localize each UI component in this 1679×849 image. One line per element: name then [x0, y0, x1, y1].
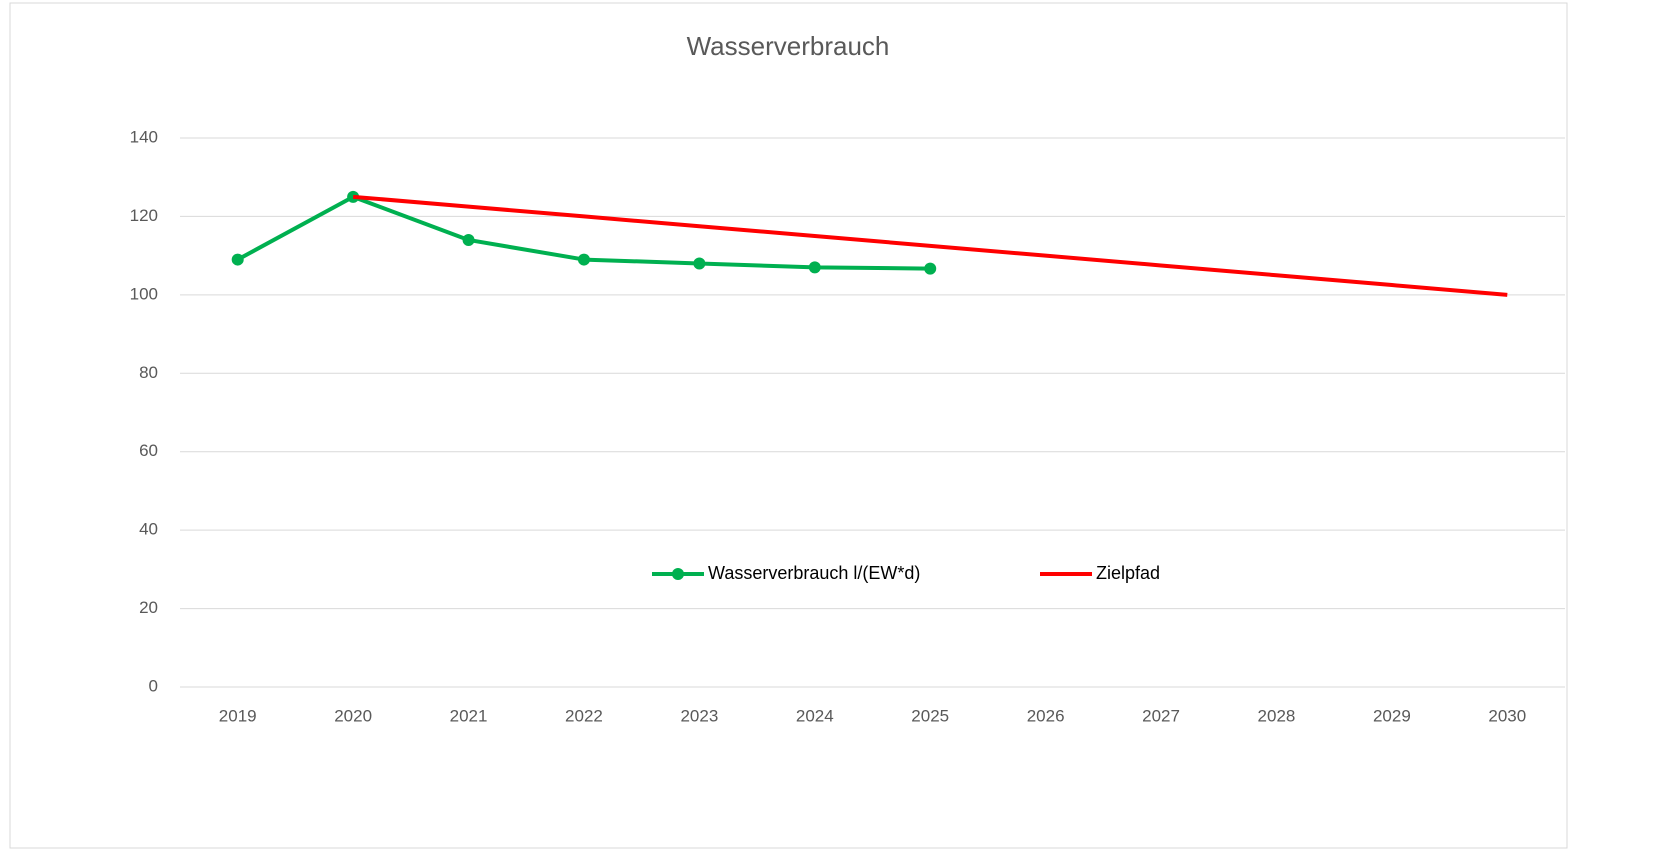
y-tick-label: 120 [130, 206, 158, 225]
x-tick-label: 2030 [1488, 706, 1526, 725]
data-point [693, 257, 706, 270]
x-tick-label: 2022 [565, 706, 603, 725]
y-tick-label: 100 [130, 284, 158, 303]
y-tick-label: 0 [149, 676, 158, 695]
y-tick-label: 60 [139, 441, 158, 460]
x-tick-label: 2019 [219, 706, 257, 725]
x-tick-label: 2024 [796, 706, 834, 725]
x-tick-label: 2027 [1142, 706, 1180, 725]
data-point [231, 253, 244, 266]
data-point [808, 261, 821, 274]
x-tick-label: 2021 [450, 706, 488, 725]
y-tick-label: 80 [139, 363, 158, 382]
data-point [924, 262, 937, 275]
data-point [577, 253, 590, 266]
chart-title: Wasserverbrauch [687, 31, 890, 61]
chart-border [9, 2, 1568, 849]
series-line [352, 194, 1508, 297]
y-tick-label: 140 [130, 127, 158, 146]
x-tick-label: 2028 [1258, 706, 1296, 725]
legend-marker [672, 568, 684, 580]
data-point [462, 233, 475, 246]
x-tick-label: 2029 [1373, 706, 1411, 725]
x-tick-label: 2026 [1027, 706, 1065, 725]
x-tick-label: 2023 [680, 706, 718, 725]
y-tick-label: 20 [139, 598, 158, 617]
legend-label: Wasserverbrauch l/(EW*d) [708, 563, 920, 583]
x-tick-label: 2020 [334, 706, 372, 725]
x-tick-label: 2025 [911, 706, 949, 725]
legend-label: Zielpfad [1096, 563, 1160, 583]
y-tick-label: 40 [139, 520, 158, 539]
